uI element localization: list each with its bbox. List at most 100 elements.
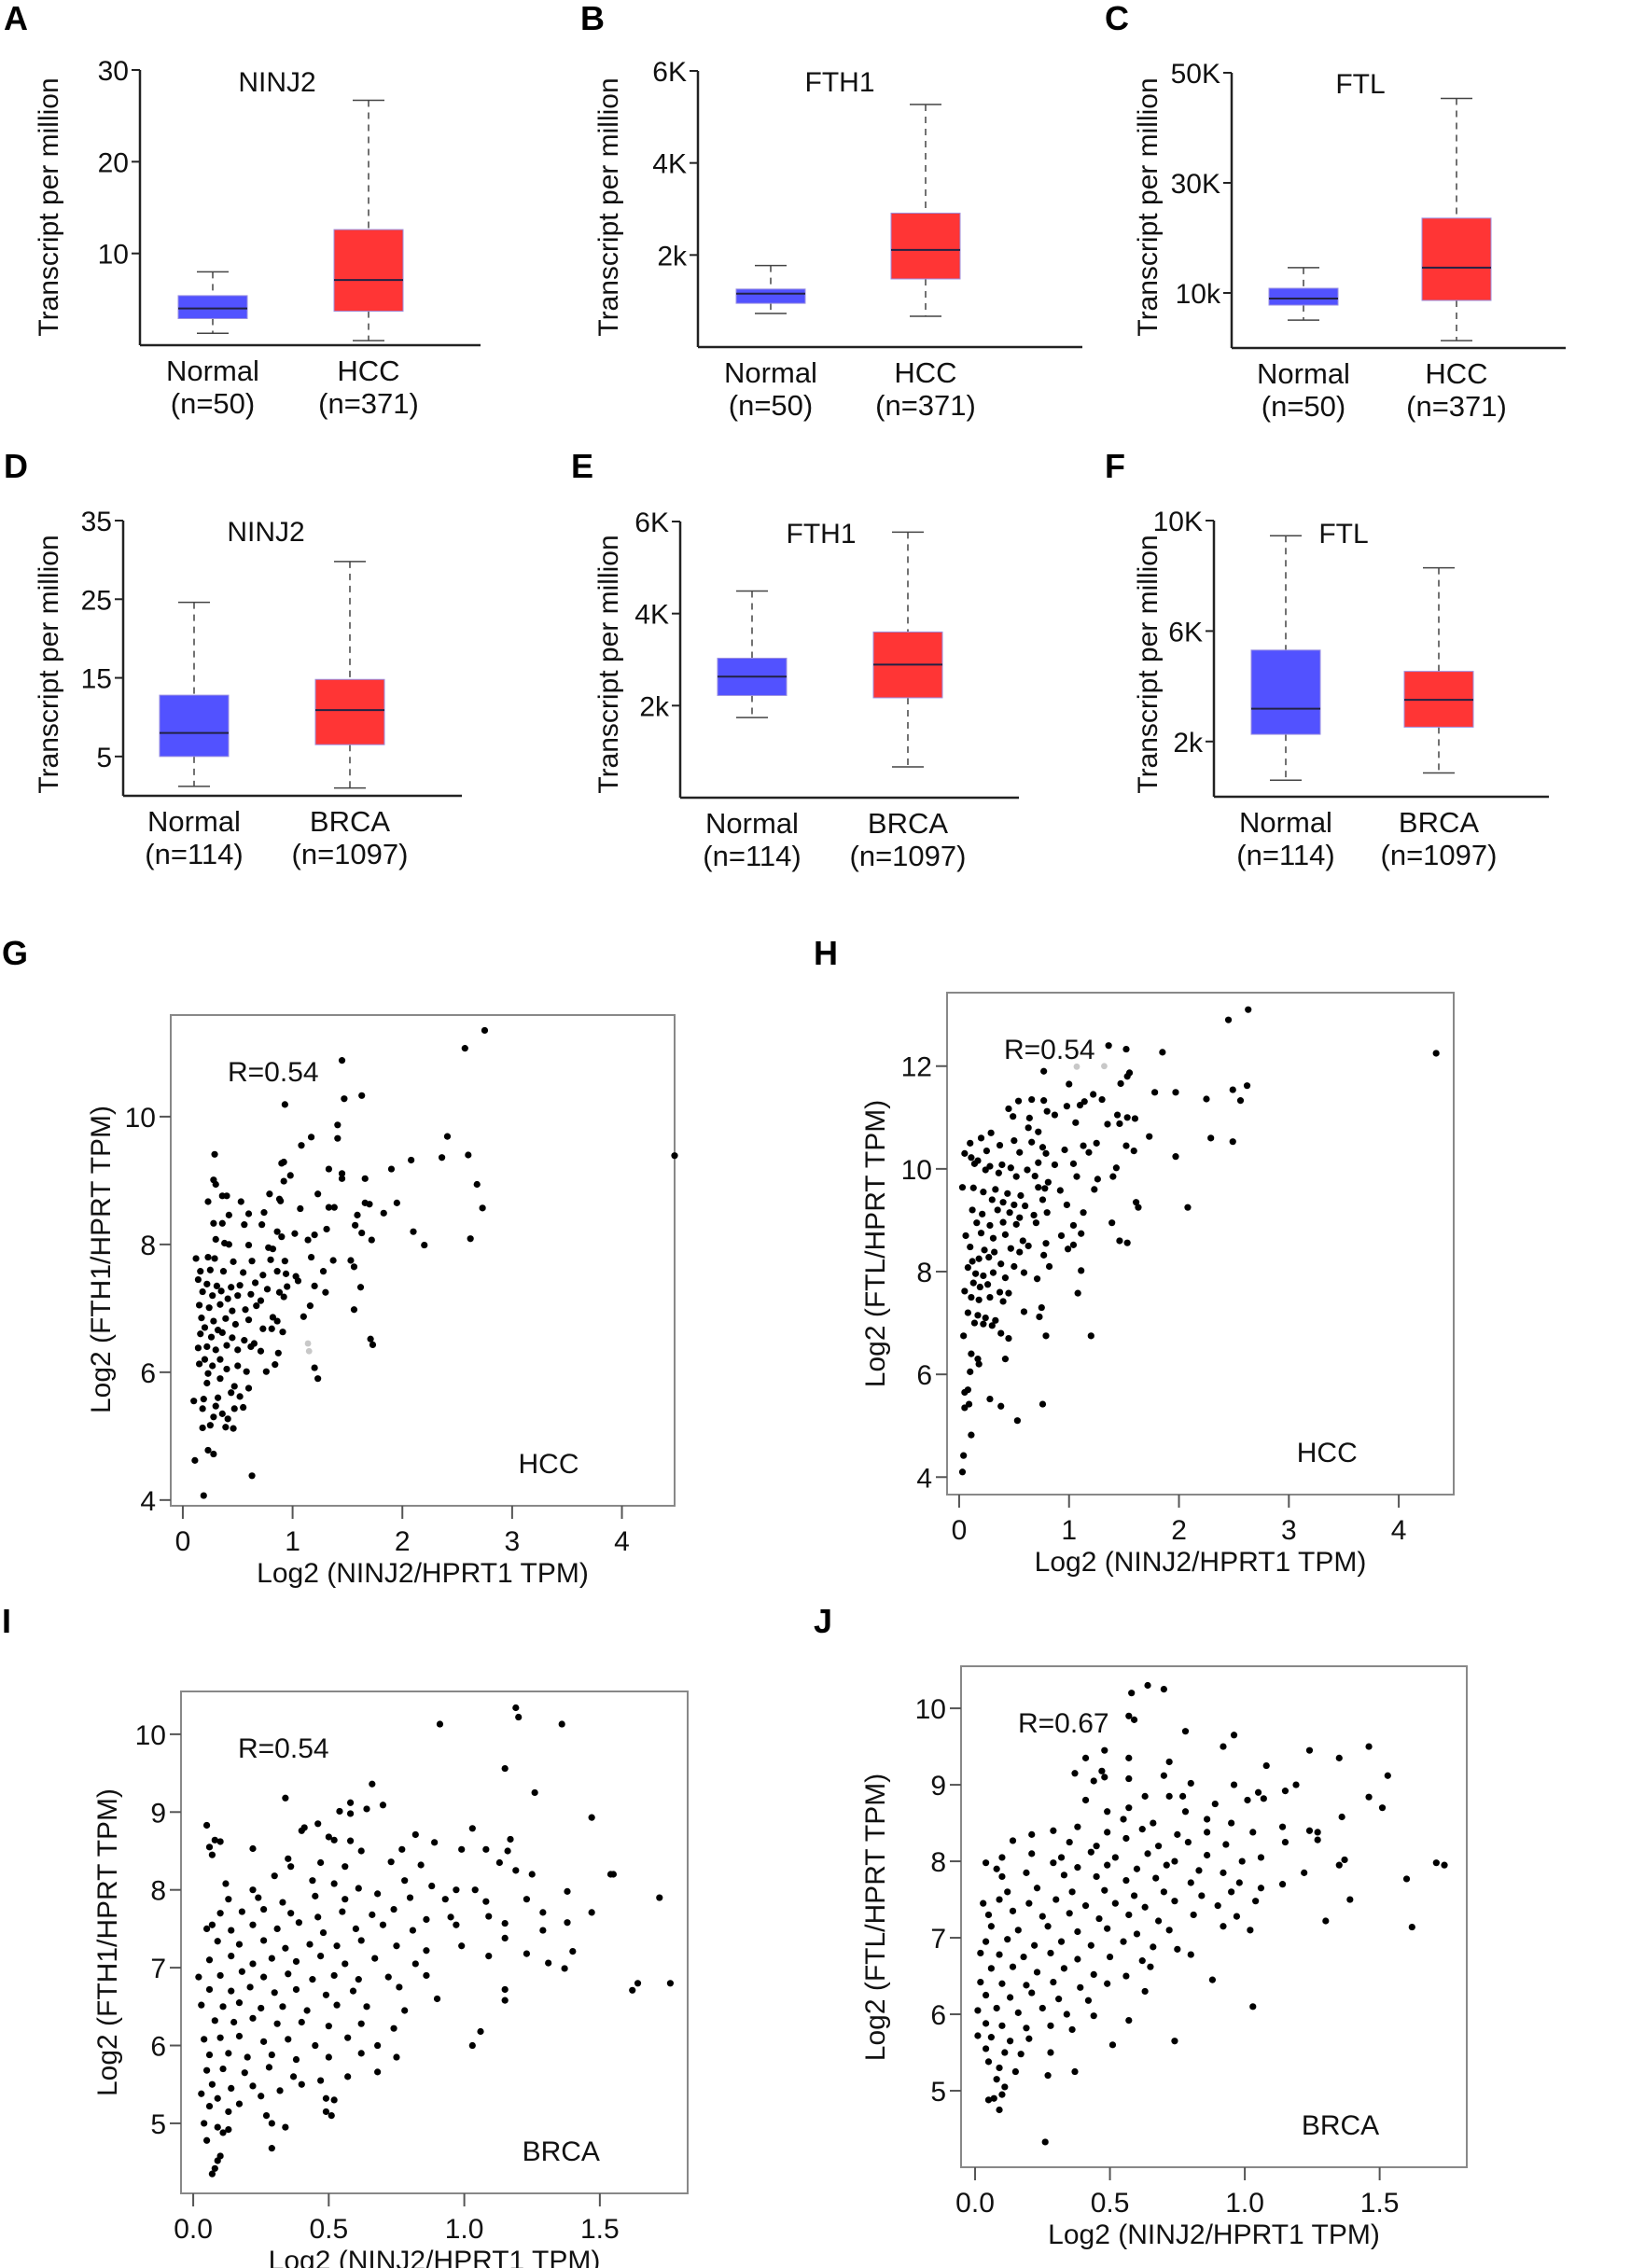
data-point <box>1179 1792 1187 1800</box>
data-point <box>1236 1097 1245 1105</box>
data-point <box>1120 1938 1127 1945</box>
data-point <box>228 2084 235 2092</box>
data-point <box>260 1209 268 1217</box>
data-point <box>1292 1781 1300 1788</box>
data-point <box>999 1218 1007 1226</box>
data-point <box>285 1855 292 1862</box>
data-point <box>485 1913 493 1920</box>
data-point <box>1017 1191 1025 1200</box>
data-point <box>223 1192 230 1200</box>
data-point <box>304 1236 312 1244</box>
data-point <box>199 1424 206 1432</box>
data-point <box>267 1256 274 1263</box>
data-point <box>1211 1800 1219 1808</box>
data-point <box>1125 1804 1133 1812</box>
data-point <box>1014 2009 1022 2016</box>
data-point <box>588 1814 595 1821</box>
data-point <box>979 1210 986 1217</box>
data-point <box>1087 1848 1094 1856</box>
data-point <box>200 1396 207 1403</box>
data-point <box>279 2003 286 2011</box>
data-point <box>1090 1970 1097 1978</box>
data-point <box>342 1863 349 1871</box>
data-point <box>390 1905 397 1913</box>
data-point <box>263 1286 272 1293</box>
data-point <box>984 2058 993 2066</box>
data-point <box>190 1398 198 1405</box>
data-point <box>1025 1242 1032 1250</box>
data-point <box>269 1245 277 1253</box>
data-point <box>1125 1774 1133 1783</box>
data-point <box>379 1802 387 1809</box>
data-point <box>214 2123 221 2131</box>
data-point <box>1033 1885 1041 1892</box>
data-point <box>1171 2038 1178 2045</box>
data-point <box>225 1241 232 1248</box>
data-point <box>983 1281 992 1288</box>
data-point <box>212 1402 219 1410</box>
y-tick-label: 4K <box>634 600 669 631</box>
data-point <box>1150 1943 1157 1951</box>
y-tick-label: 5 <box>150 2109 166 2140</box>
y-tick-label: 9 <box>150 1798 166 1829</box>
data-point <box>1041 1185 1049 1192</box>
data-point <box>481 1026 489 1035</box>
data-point <box>298 2080 305 2088</box>
box-brca <box>872 531 943 768</box>
data-point <box>281 1258 288 1265</box>
y-tick-label: 10k <box>1176 279 1221 310</box>
data-point <box>243 1368 250 1375</box>
data-point <box>284 1283 291 1290</box>
data-point <box>1004 1190 1011 1197</box>
data-point <box>244 1384 253 1392</box>
data-point <box>423 1947 430 1955</box>
plot-frame <box>946 992 1455 1496</box>
data-point <box>218 1219 226 1227</box>
data-point <box>1074 1823 1081 1830</box>
data-point <box>195 1301 203 1309</box>
data-point <box>1314 1829 1321 1836</box>
data-point <box>363 2003 370 2011</box>
data-point <box>968 1431 975 1439</box>
data-point <box>312 2041 319 2050</box>
x-tick-label: 0.5 <box>309 2214 348 2245</box>
data-point <box>453 1886 460 1894</box>
data-point <box>1014 1927 1022 1934</box>
data-point <box>212 1180 219 1189</box>
data-point <box>1160 1888 1167 1896</box>
x-tick-label: 1.5 <box>1360 2188 1400 2219</box>
data-point <box>1101 1886 1108 1894</box>
data-point <box>1052 1896 1060 1903</box>
y-tick-label: 10 <box>98 240 129 271</box>
data-point <box>203 2066 211 2074</box>
iqr-box <box>1421 217 1492 301</box>
data-point <box>1006 1209 1013 1217</box>
data-point <box>216 1375 224 1383</box>
data-point <box>960 1452 968 1459</box>
data-point <box>1152 1874 1160 1882</box>
data-point <box>989 1269 997 1276</box>
data-point <box>1122 1142 1130 1149</box>
data-point <box>1031 1172 1039 1180</box>
data-point <box>248 1472 256 1480</box>
data-point <box>411 1960 419 1968</box>
data-point <box>214 1938 221 1945</box>
data-point <box>205 1304 213 1312</box>
data-point <box>1011 1136 1018 1145</box>
y-tick-label: 6 <box>930 2000 946 2031</box>
data-point <box>384 1973 392 1981</box>
data-point <box>1108 2041 1117 2049</box>
data-point <box>433 1995 441 2003</box>
data-point <box>211 1255 218 1262</box>
data-point <box>325 2023 332 2030</box>
data-point <box>967 1139 974 1147</box>
data-point <box>393 1942 400 1950</box>
faint-data-point <box>304 1340 312 1347</box>
panel-letter: J <box>814 1602 832 1640</box>
data-point <box>408 1156 415 1164</box>
data-point <box>203 1821 211 1830</box>
data-point <box>1150 1819 1157 1827</box>
data-point <box>1080 1209 1087 1217</box>
data-point <box>342 1960 349 1968</box>
data-point <box>980 1320 987 1328</box>
